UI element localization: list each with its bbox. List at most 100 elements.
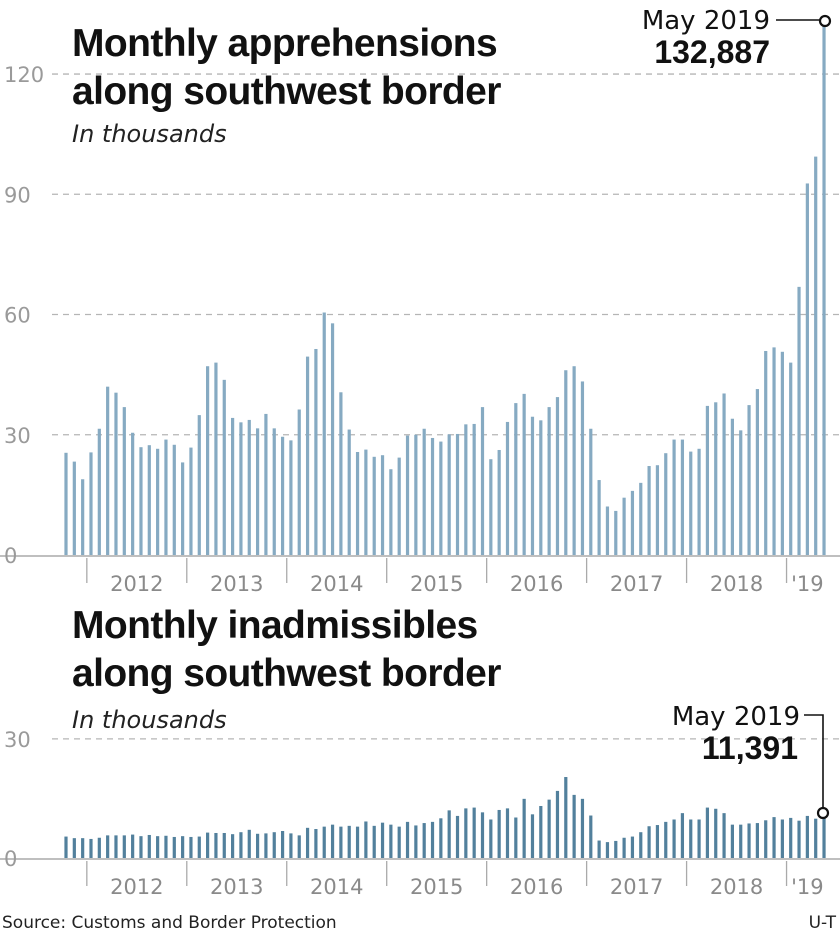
bar [822,812,826,858]
bar [772,347,776,555]
bar [364,449,368,555]
bar [397,826,401,858]
bar [780,351,784,555]
bar [497,809,501,858]
bars [64,22,826,555]
bar [747,823,751,858]
bar [147,445,151,555]
x-tick-label: 2015 [410,875,463,899]
bar [697,819,701,858]
bar [564,777,568,858]
bar [497,449,501,555]
bar [555,397,560,555]
bar [147,834,151,858]
bar [589,815,593,858]
bar [822,22,826,555]
bar [239,832,243,858]
bar [297,409,301,555]
bar [106,386,110,555]
bar [764,820,768,858]
bar [247,419,251,555]
bar [814,818,818,858]
bar [722,813,726,858]
bar [439,441,443,555]
bar [122,835,126,858]
bar [714,402,718,555]
bar [397,457,401,555]
x-tick-label: 2014 [310,875,363,899]
annotation-marker [818,14,832,28]
bar [330,824,335,858]
bar [630,490,635,555]
bar [622,497,626,555]
bar [389,824,393,858]
bar [614,510,618,555]
bar [231,417,235,555]
bar [597,840,601,858]
bar [547,799,551,858]
x-axis-ticks: 2012 2013 2014 2015 2016 2017 2018 '19 [86,861,824,899]
bar [805,815,809,858]
bar [222,379,226,555]
source-note: Source: Customs and Border Protection [2,913,337,933]
bar [714,808,718,858]
bar [514,403,518,555]
chart-subtitle: In thousands [72,120,227,148]
bar [539,420,543,555]
bar [89,452,93,555]
annotation-label: May 2019 [642,6,770,36]
bar [539,805,543,858]
bar [705,807,710,858]
chart-title-line2: along southwest border [72,70,501,113]
bar [389,469,393,555]
x-tick-label: '19 [791,572,824,596]
bar [630,836,635,858]
chart-title-line1: Monthly inadmissibles [72,604,478,647]
bar [472,807,476,858]
bar [689,451,693,555]
credit: U-T [809,913,837,933]
bar [464,424,468,555]
bar [330,323,335,555]
bar [139,836,143,858]
bar [655,825,660,858]
y-tick-label: 60 [4,304,31,328]
bar [106,835,110,858]
bar [380,455,385,555]
bar [797,820,801,858]
bar [664,821,668,858]
annotation-leader-line [804,714,824,807]
bar [589,428,593,555]
bar [289,440,293,555]
bar [405,821,410,858]
bar [405,435,410,555]
bar [572,794,576,858]
bar [455,433,460,555]
bar [597,480,601,555]
x-tick-label: 2012 [110,875,163,899]
bar [72,838,76,858]
bar [680,813,685,858]
bar [272,832,276,858]
bar [489,459,493,555]
bar [705,405,710,555]
bar [639,482,643,555]
y-tick-label: 120 [4,63,44,87]
bar [647,826,651,858]
bar [355,451,360,555]
bar [647,466,651,555]
x-tick-label: 2012 [110,572,163,596]
bar [122,407,126,555]
bar [372,825,376,858]
bar [156,836,160,858]
bar [555,790,560,858]
bar [680,439,685,555]
bar [814,156,818,555]
x-tick-label: 2013 [210,875,263,899]
bar [730,824,734,858]
bar [739,824,743,858]
bar [289,833,293,858]
bar [414,825,418,858]
bar [189,836,193,858]
